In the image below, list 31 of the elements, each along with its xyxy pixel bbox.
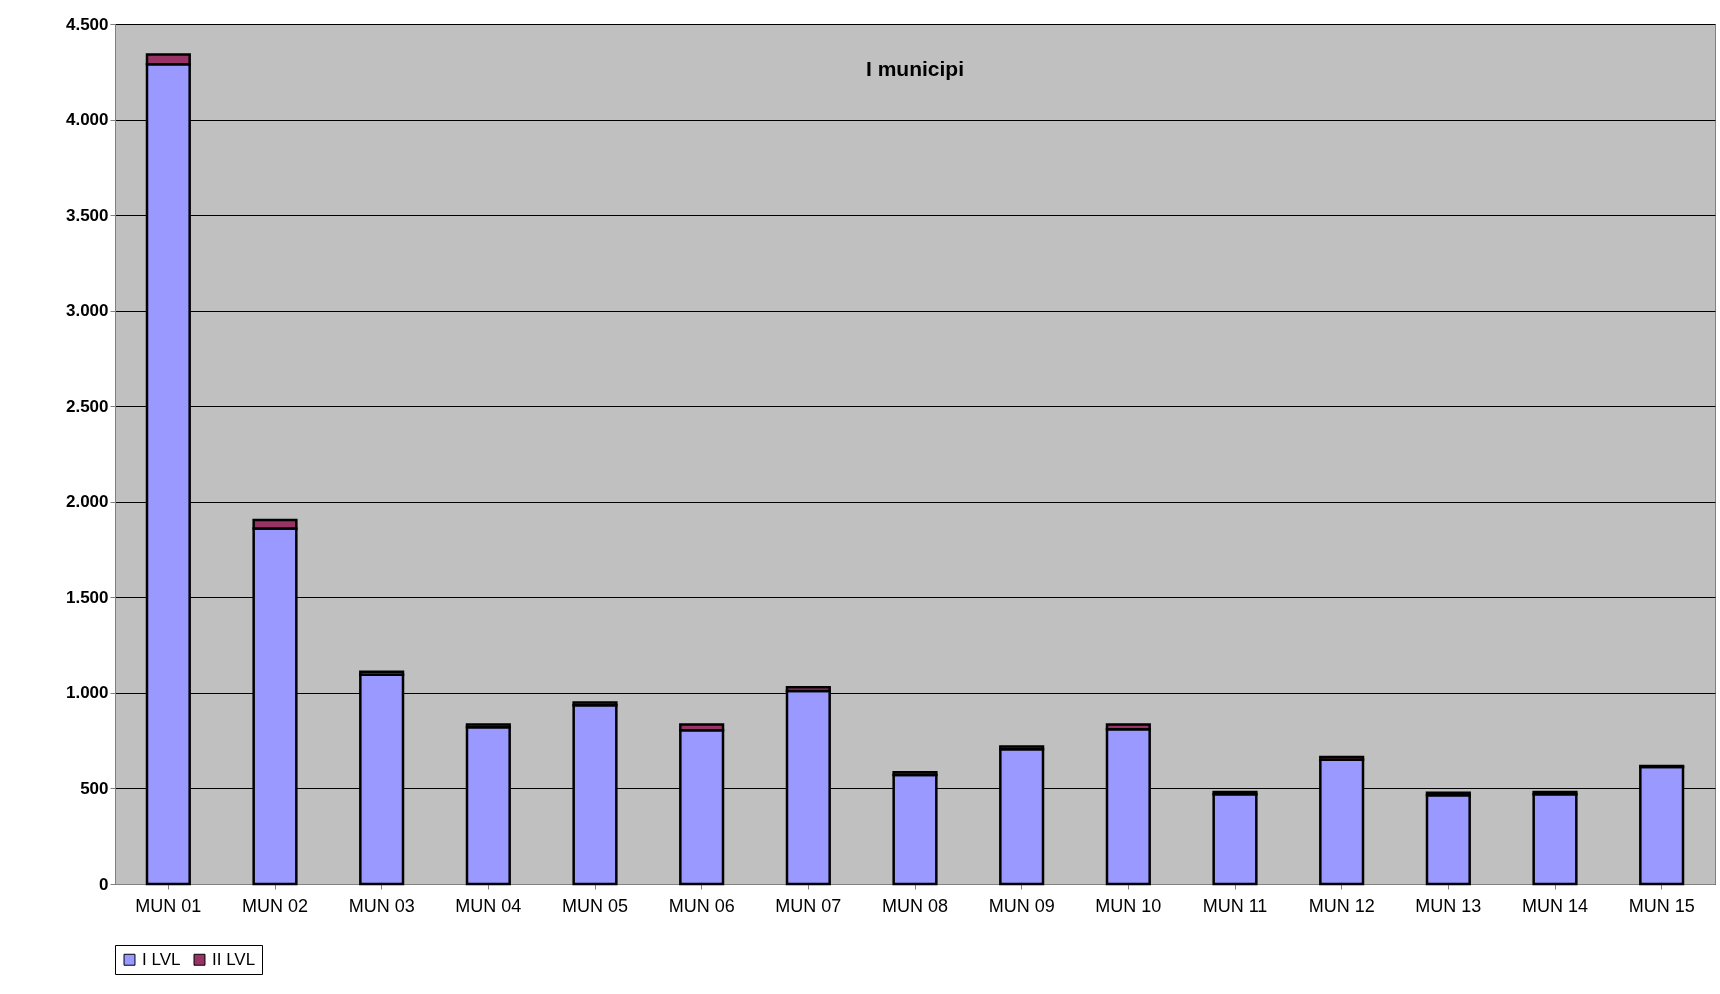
y-tick-label: 1.500: [65, 587, 109, 607]
bar: [1425, 793, 1471, 886]
y-tick-label: 2.500: [65, 396, 109, 416]
x-tick-label: MUN 12: [1308, 895, 1375, 916]
y-tick-label: 3.000: [65, 301, 109, 321]
bar: [1532, 792, 1578, 886]
x-tick-label: MUN 05: [561, 895, 629, 916]
legend-label: II LVL: [212, 949, 256, 969]
x-tick-label: MUN 07: [775, 895, 842, 916]
x-tick-label: MUN 06: [668, 895, 735, 916]
y-tick-label: 0: [99, 874, 109, 894]
x-tick-label: MUN 11: [1202, 895, 1268, 916]
x-tick-label: MUN 15: [1628, 895, 1695, 916]
x-tick-label: MUN 04: [455, 895, 522, 916]
x-tick-label: MUN 03: [348, 895, 415, 916]
y-tick-label: 1.000: [65, 683, 109, 703]
y-tick-label: 2.000: [65, 492, 109, 512]
y-tick-label: 4.500: [65, 14, 109, 34]
bar: [1212, 792, 1258, 886]
text: I municipi: [865, 57, 965, 80]
x-tick-label: MUN 14: [1521, 895, 1589, 916]
x-tick-label: MUN 01: [135, 895, 202, 916]
y-tick-label: 500: [80, 778, 109, 798]
x-tick-label: MUN 10: [1095, 895, 1162, 916]
x-tick-label: MUN 02: [241, 895, 309, 916]
x-tick-label: MUN 08: [881, 895, 949, 916]
legend-label: I LVL: [142, 949, 181, 969]
y-tick-label: 3.500: [65, 205, 109, 225]
x-tick-label: MUN 09: [988, 895, 1055, 916]
x-tick-label: MUN 13: [1415, 895, 1482, 916]
y-tick-label: 4.000: [65, 110, 109, 130]
